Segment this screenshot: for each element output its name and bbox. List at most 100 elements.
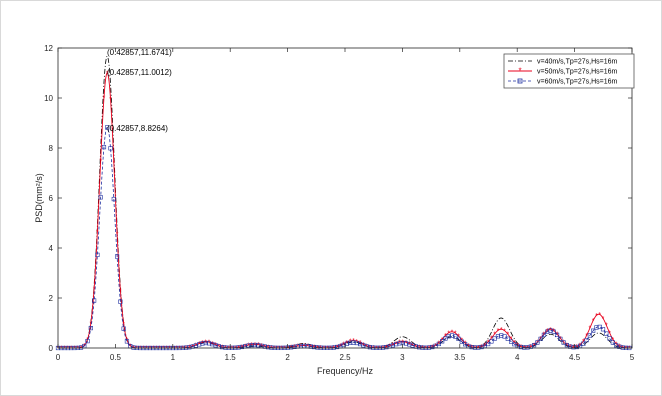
marker-v50: * xyxy=(70,346,73,353)
marker-v50: * xyxy=(63,346,66,353)
legend-label-v40: v=40m/s,Tp=27s,Hs=16m xyxy=(537,59,618,66)
marker-v50: * xyxy=(329,345,332,352)
marker-v50: * xyxy=(365,343,368,350)
marker-v60 xyxy=(469,345,474,350)
marker-v60 xyxy=(531,343,537,348)
marker-v50: * xyxy=(628,346,631,353)
marker-v60 xyxy=(430,344,435,350)
marker-v60 xyxy=(98,195,103,200)
marker-v50: * xyxy=(162,346,165,353)
marker-v60 xyxy=(508,339,514,344)
marker-v50: * xyxy=(165,346,168,353)
marker-v50: * xyxy=(513,340,516,347)
x-axis-label: Frequency/Hz xyxy=(317,366,374,376)
marker-v60 xyxy=(591,328,596,333)
marker-v50: * xyxy=(172,346,175,353)
marker-v50: * xyxy=(421,345,424,352)
marker-v50: * xyxy=(346,340,349,347)
marker-v50: * xyxy=(441,337,444,344)
marker-v50: * xyxy=(300,343,303,350)
marker-v60 xyxy=(561,340,566,345)
marker-v50: * xyxy=(270,345,273,352)
marker-v60 xyxy=(545,329,550,334)
marker-v50: * xyxy=(296,344,299,351)
marker-v50: * xyxy=(132,345,135,352)
marker-v60 xyxy=(361,343,366,348)
marker-v50: * xyxy=(80,345,83,352)
marker-v60 xyxy=(200,341,205,346)
marker-v50: * xyxy=(625,345,628,352)
x-tick-label: 5 xyxy=(630,353,635,362)
marker-v60 xyxy=(499,333,504,338)
marker-v60 xyxy=(85,339,90,344)
marker-v50: * xyxy=(428,345,431,352)
marker-v50: * xyxy=(569,344,572,351)
marker-v50: * xyxy=(66,346,69,353)
marker-v50: * xyxy=(349,338,352,345)
marker-v50: * xyxy=(477,345,480,352)
marker-v60 xyxy=(600,327,606,332)
marker-v60 xyxy=(344,341,350,346)
marker-v60 xyxy=(95,252,100,257)
marker-v60 xyxy=(334,344,340,350)
marker-v60 xyxy=(124,339,130,344)
marker-v50: * xyxy=(375,345,378,352)
marker-v60 xyxy=(489,339,494,344)
marker-v50: * xyxy=(103,95,106,102)
marker-v60 xyxy=(436,341,441,347)
marker-v50: * xyxy=(247,343,250,350)
marker-v50: * xyxy=(195,342,198,349)
marker-v60 xyxy=(587,333,592,338)
marker-v50: * xyxy=(109,97,112,104)
marker-v50: * xyxy=(615,341,618,348)
marker-v50: * xyxy=(122,321,125,328)
marker-v60 xyxy=(213,343,218,348)
marker-v60 xyxy=(249,343,254,348)
marker-v60 xyxy=(394,342,399,347)
marker-v50: * xyxy=(158,346,161,353)
marker-v60 xyxy=(581,341,586,346)
marker-v50: * xyxy=(191,344,194,351)
legend-label-v60: v=60m/s,Tp=27s,Hs=16m xyxy=(537,79,618,86)
marker-v50: * xyxy=(490,336,493,343)
marker-v60 xyxy=(518,344,524,350)
peak-annotation-v40: (0.42857,11.6741) xyxy=(107,48,172,57)
series-line-v40 xyxy=(58,55,632,349)
marker-v60 xyxy=(495,334,501,339)
marker-v60 xyxy=(121,326,126,331)
marker-v50: * xyxy=(86,337,89,344)
marker-v50: * xyxy=(562,340,565,347)
marker-v50: * xyxy=(434,343,437,350)
marker-v50: * xyxy=(175,346,178,353)
marker-v60 xyxy=(597,324,602,330)
marker-v50: * xyxy=(355,339,358,346)
marker-v50: * xyxy=(76,345,79,352)
marker-v50: * xyxy=(503,328,506,335)
marker-v50: * xyxy=(224,345,227,352)
marker-v50: * xyxy=(286,345,289,352)
marker-v50: * xyxy=(181,345,184,352)
x-tick-label: 0 xyxy=(56,353,61,362)
x-tick-label: 1 xyxy=(171,353,176,362)
marker-v60 xyxy=(269,345,274,350)
marker-v60 xyxy=(417,345,422,350)
marker-v60 xyxy=(522,345,527,350)
y-tick-label: 12 xyxy=(44,44,53,53)
marker-v60 xyxy=(479,344,484,350)
marker-v50: * xyxy=(566,343,569,350)
marker-v60 xyxy=(348,340,353,345)
x-tick-label: 2.5 xyxy=(339,353,351,362)
marker-v50: * xyxy=(612,337,615,344)
marker-v50: * xyxy=(257,342,260,349)
marker-v50: * xyxy=(73,346,76,353)
marker-v50: * xyxy=(185,345,188,352)
x-tick-label: 4 xyxy=(515,353,520,362)
marker-v50: * xyxy=(424,345,427,352)
marker-v50: * xyxy=(234,345,237,352)
marker-v50: * xyxy=(395,341,398,348)
marker-v50: * xyxy=(556,332,559,339)
legend-label-v50: v=50m/s,Tp=27s,Hs=16m xyxy=(537,69,618,76)
marker-v50: * xyxy=(506,332,509,339)
marker-v50: * xyxy=(89,321,92,328)
marker-v60 xyxy=(571,345,576,350)
